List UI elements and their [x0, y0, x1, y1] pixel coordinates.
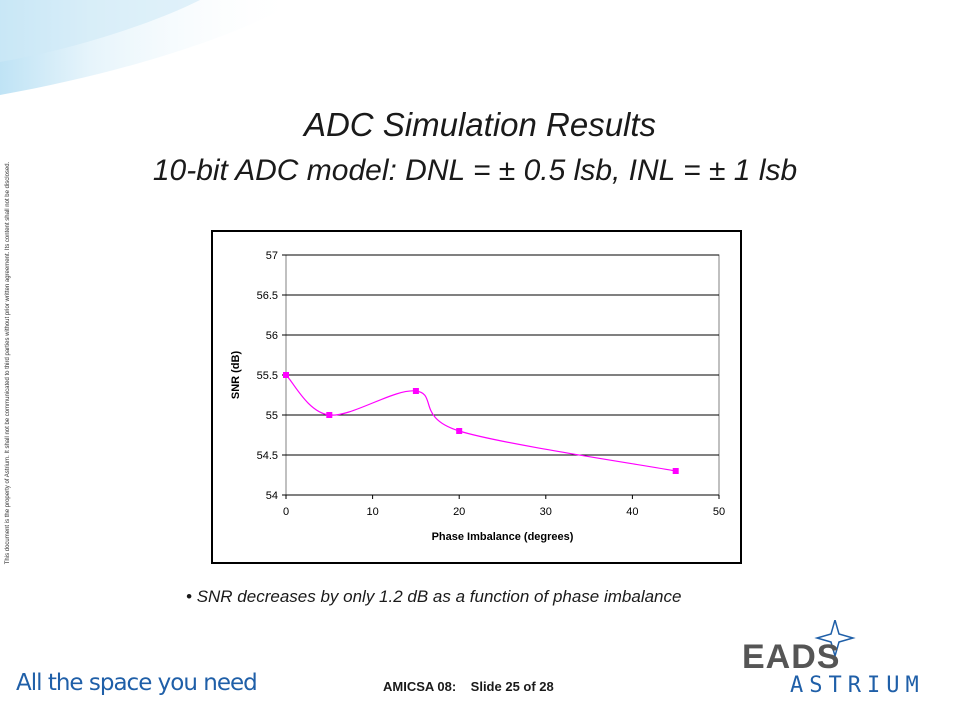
y-tick-label: 54: [266, 490, 278, 502]
slide-footer: AMICSA 08: Slide 25 of 28: [383, 679, 554, 694]
bullet-text: SNR decreases by only 1.2 dB as a functi…: [196, 587, 682, 606]
x-tick-label: 50: [713, 506, 725, 518]
y-tick-label: 57: [266, 250, 278, 262]
chart-frame: 54 54.5 55 55.5 56 56.5 57 0 10 20 30 40 50 Phase Imb…: [211, 230, 742, 564]
logo-bottom-text: ASTRIUM: [790, 673, 925, 698]
footer-slide-number: Slide 25 of 28: [470, 679, 554, 694]
y-tick-label: 56: [266, 330, 278, 342]
confidentiality-notice: This document is the property of Astrium…: [5, 161, 11, 565]
data-point: [456, 428, 463, 434]
x-axis-label: Phase Imbalance (degrees): [432, 531, 574, 543]
x-tick-label: 40: [626, 506, 638, 518]
y-axis-label: SNR (dB): [230, 351, 242, 400]
data-point: [283, 372, 289, 378]
x-tick-label: 10: [366, 506, 378, 518]
snr-chart: 54 54.5 55 55.5 56 56.5 57 0 10 20 30 40 50 Phase Imb…: [230, 250, 725, 543]
x-tick-label: 30: [540, 506, 552, 518]
x-tick-label: 20: [453, 506, 465, 518]
y-tick-label: 56.5: [257, 290, 278, 302]
footer-event: AMICSA 08:: [383, 679, 457, 694]
data-point: [326, 412, 333, 418]
data-point: [412, 388, 419, 394]
y-tick-label: 54.5: [257, 450, 278, 462]
data-point: [672, 468, 679, 474]
eads-astrium-logo: EADS ASTRIUM: [742, 620, 925, 698]
header-swoosh: [0, 0, 300, 95]
x-tick-label: 0: [283, 506, 289, 518]
slide-title: ADC Simulation Results: [303, 106, 657, 143]
bullet-point: • SNR decreases by only 1.2 dB as a func…: [186, 587, 682, 606]
series-line: [285, 374, 676, 472]
tagline: All the space you need: [16, 670, 258, 696]
logo-top-text: EADS: [742, 638, 840, 676]
slide-subtitle: 10-bit ADC model: DNL = ± 0.5 lsb, INL =…: [152, 154, 798, 187]
y-tick-label: 55.5: [257, 370, 278, 382]
y-tick-label: 55: [266, 410, 278, 422]
